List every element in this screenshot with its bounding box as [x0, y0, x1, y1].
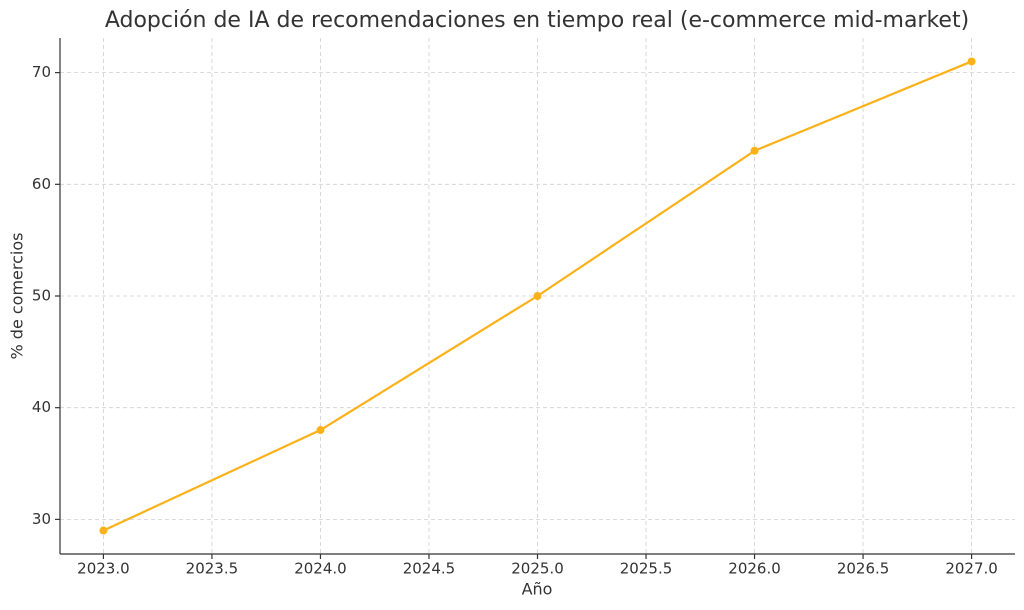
data-point [533, 292, 542, 300]
data-point [316, 426, 325, 435]
x-tick-label: 2026.5 [837, 560, 890, 578]
y-tick-label: 60 [32, 175, 51, 193]
x-tick-label: 2024.5 [403, 560, 456, 578]
data-point [750, 146, 759, 155]
y-axis-label: % de comercios [8, 233, 27, 360]
y-tick-label: 40 [32, 398, 51, 416]
x-tick-label: 2023.0 [77, 560, 130, 578]
y-tick-label: 50 [32, 287, 51, 305]
y-tick-label: 30 [32, 510, 51, 528]
y-tick-label: 70 [32, 63, 51, 81]
data-point [99, 526, 108, 535]
data-point [967, 57, 976, 66]
x-axis-label: Año [522, 580, 553, 599]
x-tick-label: 2025.5 [620, 560, 673, 578]
x-tick-label: 2027.0 [945, 560, 998, 578]
x-tick-label: 2024.0 [294, 560, 347, 578]
x-tick-label: 2025.0 [511, 560, 564, 578]
x-tick-label: 2026.0 [728, 560, 781, 578]
x-tick-label: 2023.5 [186, 560, 239, 578]
chart-title: Adopción de IA de recomendaciones en tie… [105, 8, 969, 33]
